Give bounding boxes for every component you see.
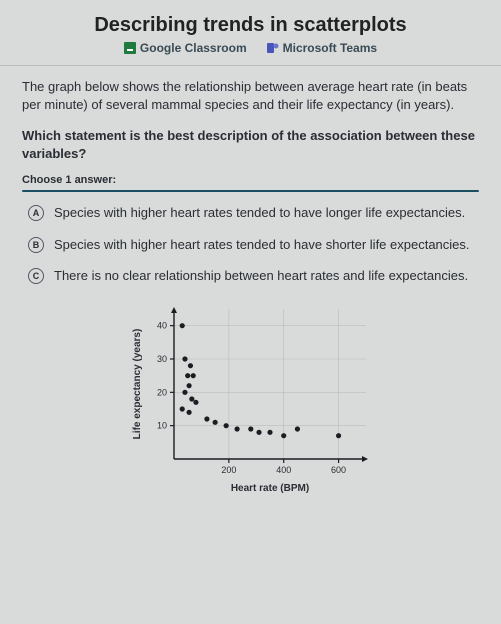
answer-bubble[interactable]: C bbox=[28, 268, 44, 284]
platform-row: Google Classroom Microsoft Teams bbox=[20, 41, 481, 55]
answer-bubble[interactable]: B bbox=[28, 237, 44, 253]
answer-bubble[interactable]: A bbox=[28, 205, 44, 221]
divider bbox=[22, 190, 479, 192]
svg-text:30: 30 bbox=[156, 354, 166, 364]
answer-text: There is no clear relationship between h… bbox=[54, 267, 468, 285]
svg-text:400: 400 bbox=[276, 465, 291, 475]
platform-microsoft-teams[interactable]: Microsoft Teams bbox=[267, 41, 377, 55]
svg-text:200: 200 bbox=[221, 465, 236, 475]
platform-google-classroom[interactable]: Google Classroom bbox=[124, 41, 247, 55]
answer-text: Species with higher heart rates tended t… bbox=[54, 236, 470, 254]
answer-list: A Species with higher heart rates tended … bbox=[22, 204, 479, 285]
svg-text:Life expectancy (years): Life expectancy (years) bbox=[132, 329, 143, 440]
answer-choice[interactable]: A Species with higher heart rates tended … bbox=[28, 204, 473, 222]
platform-label: Google Classroom bbox=[140, 41, 247, 55]
classroom-icon bbox=[124, 42, 136, 54]
svg-text:600: 600 bbox=[331, 465, 346, 475]
instruction-text: Choose 1 answer: bbox=[22, 174, 479, 186]
answer-text: Species with higher heart rates tended t… bbox=[54, 204, 465, 222]
context-text: The graph below shows the relationship b… bbox=[22, 78, 479, 113]
svg-text:Heart rate (BPM): Heart rate (BPM) bbox=[230, 483, 308, 494]
scatter-chart: 200 400 600 10 20 30 40 Heart rate (BPM) Life ex… bbox=[126, 299, 376, 499]
teams-icon bbox=[267, 42, 279, 54]
platform-label: Microsoft Teams bbox=[283, 41, 377, 55]
answer-choice[interactable]: B Species with higher heart rates tended … bbox=[28, 236, 473, 254]
svg-text:40: 40 bbox=[156, 320, 166, 330]
answer-choice[interactable]: C There is no clear relationship between … bbox=[28, 267, 473, 285]
question-text: Which statement is the best description … bbox=[22, 127, 479, 162]
svg-text:20: 20 bbox=[156, 387, 166, 397]
svg-text:10: 10 bbox=[156, 420, 166, 430]
page-title: Describing trends in scatterplots bbox=[20, 14, 481, 37]
